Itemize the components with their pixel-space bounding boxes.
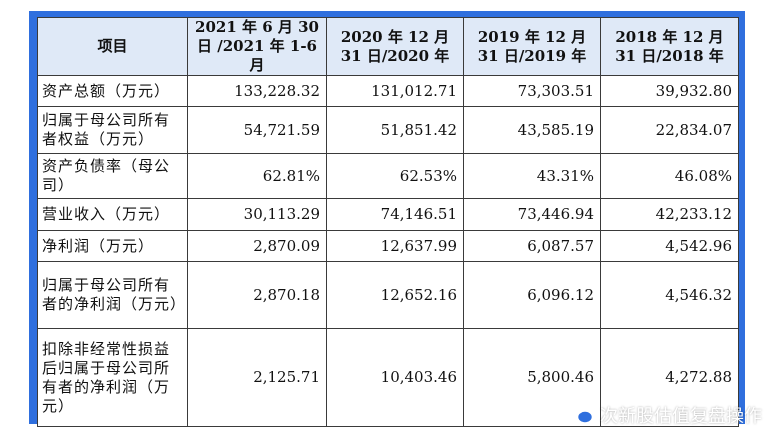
cell-value: 133,228.32 <box>187 75 327 107</box>
cell-value: 6,096.12 <box>463 261 601 329</box>
cell-value: 43,585.19 <box>463 106 601 154</box>
cell-value: 2,870.09 <box>187 230 327 262</box>
cell-value: 2,125.71 <box>187 328 327 427</box>
watermark-text: 次新股估值复盘操作 <box>600 406 762 427</box>
table-row: 资产总额（万元） 133,228.32 131,012.71 73,303.51… <box>37 75 739 107</box>
cell-value: 22,834.07 <box>600 106 739 154</box>
cell-value: 12,637.99 <box>326 230 464 262</box>
cell-value: 6,087.57 <box>463 230 601 262</box>
header-2018: 2018 年 12 月 31 日/2018 年 <box>600 17 739 76</box>
row-label: 归属于母公司所有者权益（万元） <box>37 106 188 154</box>
cell-value: 73,446.94 <box>463 198 601 231</box>
cell-value: 10,403.46 <box>326 328 464 427</box>
cell-value: 131,012.71 <box>326 75 464 107</box>
watermark: 次新股估值复盘操作 <box>568 402 762 428</box>
financial-table: 项目 2021 年 6 月 30 日 /2021 年 1-6 月 2020 年 … <box>37 17 739 427</box>
cell-value: 42,233.12 <box>600 198 739 231</box>
wechat-icon <box>568 404 594 426</box>
table-row: 扣除非经常性损益后归属于母公司所有者的净利润（万元） 2,125.71 10,4… <box>37 328 739 427</box>
cell-value: 62.53% <box>326 153 464 199</box>
cell-value: 73,303.51 <box>463 75 601 107</box>
cell-value: 30,113.29 <box>187 198 327 231</box>
cell-value: 2,870.18 <box>187 261 327 329</box>
cell-value: 4,546.32 <box>600 261 739 329</box>
header-2020: 2020 年 12 月 31 日/2020 年 <box>326 17 464 76</box>
cell-value: 12,652.16 <box>326 261 464 329</box>
cell-value: 4,542.96 <box>600 230 739 262</box>
cell-value: 54,721.59 <box>187 106 327 154</box>
table-row: 归属于母公司所有者的净利润（万元） 2,870.18 12,652.16 6,0… <box>37 261 739 329</box>
table-row: 资产负债率（母公司） 62.81% 62.53% 43.31% 46.08% <box>37 153 739 199</box>
cell-value: 51,851.42 <box>326 106 464 154</box>
cell-value: 5,800.46 <box>463 328 601 427</box>
cell-value: 43.31% <box>463 153 601 199</box>
cell-value: 46.08% <box>600 153 739 199</box>
row-label: 资产负债率（母公司） <box>37 153 188 199</box>
cell-value: 62.81% <box>187 153 327 199</box>
row-label: 归属于母公司所有者的净利润（万元） <box>37 261 188 329</box>
table-row: 归属于母公司所有者权益（万元） 54,721.59 51,851.42 43,5… <box>37 106 739 154</box>
table-header-row: 项目 2021 年 6 月 30 日 /2021 年 1-6 月 2020 年 … <box>37 17 739 76</box>
table-row: 净利润（万元） 2,870.09 12,637.99 6,087.57 4,54… <box>37 230 739 262</box>
row-label: 扣除非经常性损益后归属于母公司所有者的净利润（万元） <box>37 328 188 427</box>
row-label: 资产总额（万元） <box>37 75 188 107</box>
cell-value: 4,272.88 <box>600 328 739 427</box>
row-label: 净利润（万元） <box>37 230 188 262</box>
header-item: 项目 <box>37 17 188 76</box>
row-label: 营业收入（万元） <box>37 198 188 231</box>
table-row: 营业收入（万元） 30,113.29 74,146.51 73,446.94 4… <box>37 198 739 231</box>
cell-value: 74,146.51 <box>326 198 464 231</box>
header-2021h1: 2021 年 6 月 30 日 /2021 年 1-6 月 <box>187 17 327 76</box>
cell-value: 39,932.80 <box>600 75 739 107</box>
header-2019: 2019 年 12 月 31 日/2019 年 <box>463 17 601 76</box>
